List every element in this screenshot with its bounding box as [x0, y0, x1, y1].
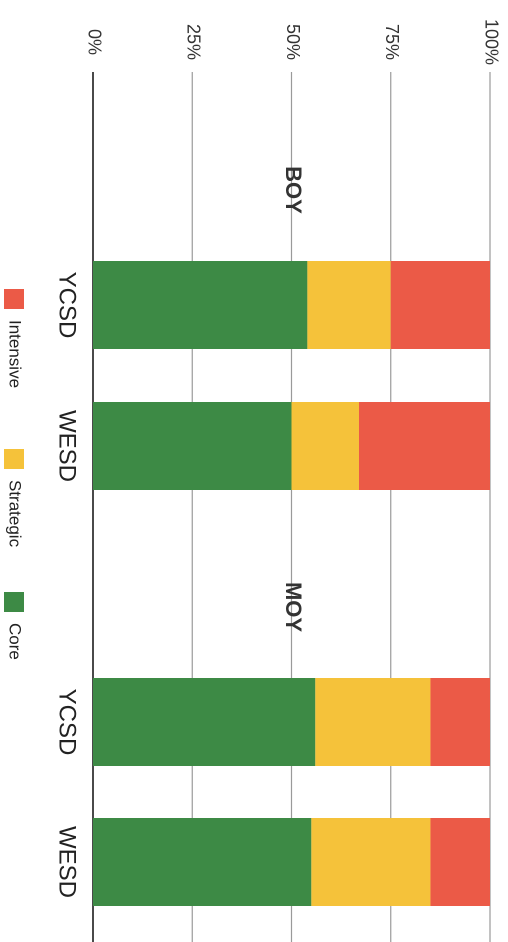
axis-tick-label: 50% — [283, 24, 303, 60]
axis-tick-label: 75% — [382, 24, 402, 60]
bar-segment-core — [93, 402, 292, 490]
bar-segment-strategic — [315, 678, 431, 766]
axis-tick-label: 25% — [184, 24, 204, 60]
legend-label-strategic: Strategic — [6, 480, 25, 548]
bar-segment-core — [93, 678, 316, 766]
legend-label-core: Core — [6, 623, 25, 660]
legend-swatch-strategic — [4, 449, 24, 469]
legend-label-intensive: Intensive — [6, 320, 25, 388]
axis-tick-label: 100% — [481, 19, 501, 65]
bar-segment-intensive — [430, 678, 490, 766]
bar-segment-intensive — [390, 261, 490, 349]
bars — [93, 261, 490, 906]
category-label: WESD — [54, 410, 81, 482]
group-label: MOY — [281, 582, 306, 632]
bar-segment-intensive — [358, 402, 490, 490]
labels: 0% 25% 50% 75% 100% BOY MOY YCSD WESD YCSD WESD — [54, 19, 502, 898]
axis-tick-label: 0% — [84, 29, 104, 55]
legend-swatch-core — [4, 592, 24, 612]
category-label: YCSD — [54, 272, 81, 339]
group-label: BOY — [281, 166, 306, 214]
bar-segment-strategic — [307, 261, 391, 349]
legend: Intensive Strategic Core — [4, 289, 25, 660]
legend-swatch-intensive — [4, 289, 24, 309]
bar-segment-strategic — [291, 402, 359, 490]
gridlines — [92, 72, 491, 942]
bar-segment-core — [93, 818, 312, 906]
category-label: WESD — [54, 826, 81, 898]
category-label: YCSD — [54, 689, 81, 756]
bar-segment-intensive — [430, 818, 490, 906]
bar-segment-strategic — [311, 818, 431, 906]
bar-segment-core — [93, 261, 308, 349]
